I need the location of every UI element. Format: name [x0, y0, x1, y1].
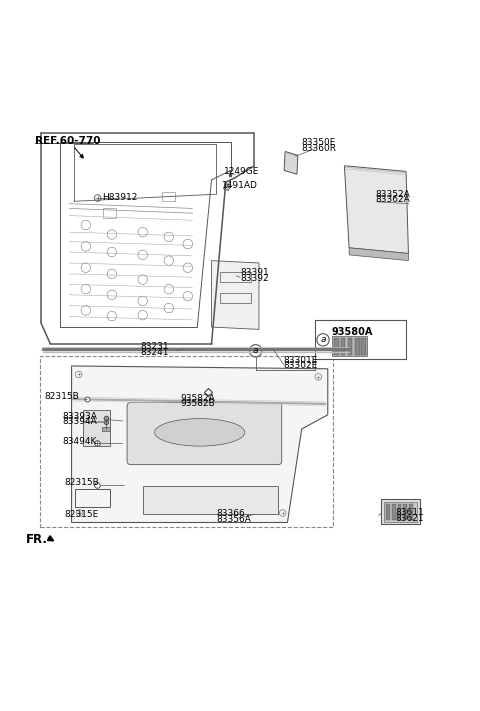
Text: 83356A: 83356A — [216, 515, 251, 524]
Text: 93582A: 93582A — [180, 394, 216, 402]
Text: H83912: H83912 — [102, 193, 138, 203]
Text: 83391: 83391 — [240, 268, 269, 277]
Bar — [84, 410, 109, 446]
Bar — [392, 504, 396, 520]
Text: 83231: 83231 — [140, 341, 169, 351]
Text: 93580A: 93580A — [331, 327, 372, 337]
Bar — [384, 502, 418, 522]
Text: 1491AD: 1491AD — [222, 181, 258, 190]
Bar — [355, 338, 360, 355]
Text: 93582B: 93582B — [180, 400, 216, 408]
Bar — [143, 486, 278, 515]
Text: 83392: 83392 — [240, 274, 269, 283]
Polygon shape — [349, 248, 408, 261]
Bar — [162, 192, 176, 201]
Bar — [403, 504, 407, 520]
Text: 83394A: 83394A — [62, 417, 97, 427]
Text: 83350E: 83350E — [301, 139, 336, 147]
Bar — [334, 338, 339, 355]
Text: 83393A: 83393A — [62, 412, 97, 421]
Text: 83301E: 83301E — [284, 356, 318, 365]
Text: 1249GE: 1249GE — [224, 167, 260, 176]
Text: 83302E: 83302E — [284, 361, 318, 370]
Polygon shape — [72, 366, 328, 523]
Text: 82315E: 82315E — [64, 510, 99, 519]
Bar — [409, 504, 413, 520]
Bar — [103, 208, 116, 218]
Bar — [386, 504, 390, 520]
Text: a: a — [320, 336, 326, 344]
Text: 82315B: 82315B — [45, 392, 79, 401]
Bar — [220, 272, 251, 282]
Polygon shape — [284, 151, 298, 174]
Polygon shape — [224, 183, 230, 191]
Bar — [75, 489, 109, 508]
Bar — [332, 336, 367, 356]
Text: REF.60-770: REF.60-770 — [35, 136, 100, 146]
Text: 83621: 83621 — [396, 514, 424, 523]
Bar — [102, 427, 110, 432]
Text: 83241: 83241 — [140, 348, 169, 357]
Bar — [397, 504, 401, 520]
Text: 83366: 83366 — [216, 508, 245, 518]
Text: 82315B: 82315B — [64, 479, 99, 487]
Bar — [40, 356, 333, 528]
Text: FR.: FR. — [25, 533, 48, 546]
Text: 83494K: 83494K — [62, 437, 96, 447]
FancyBboxPatch shape — [127, 402, 282, 464]
Text: a: a — [253, 346, 258, 356]
Bar — [361, 338, 366, 355]
Bar — [348, 338, 352, 355]
Text: 83362A: 83362A — [375, 196, 410, 204]
Text: 83360R: 83360R — [301, 144, 336, 153]
Text: 83352A: 83352A — [375, 190, 410, 198]
Bar — [220, 293, 251, 304]
FancyBboxPatch shape — [315, 321, 406, 359]
Ellipse shape — [155, 419, 245, 446]
Bar — [341, 338, 345, 355]
Polygon shape — [212, 261, 259, 329]
Polygon shape — [344, 166, 408, 254]
Bar — [382, 499, 420, 524]
Text: 83611: 83611 — [396, 508, 424, 517]
